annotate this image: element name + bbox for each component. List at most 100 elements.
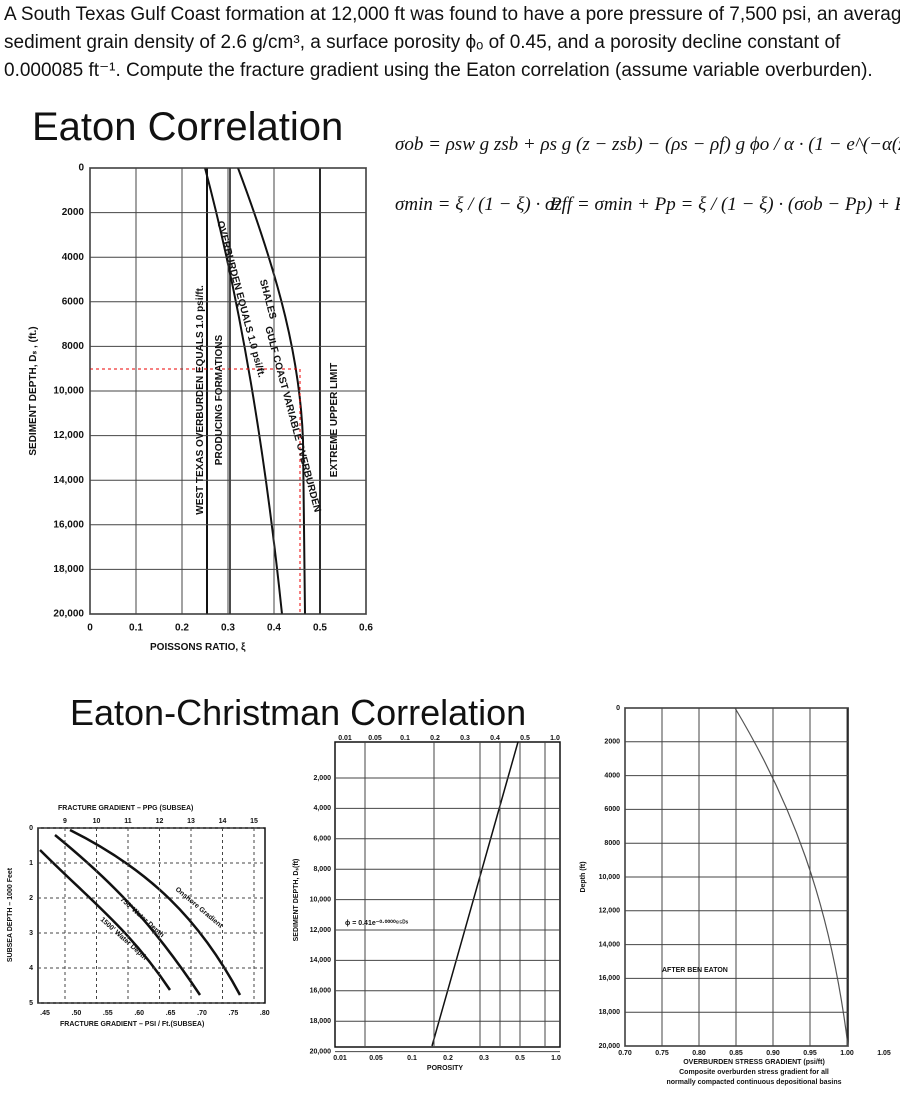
tick-label: 12 xyxy=(156,818,164,825)
tick-label: 14,000 xyxy=(310,957,332,964)
tick-label: .60 xyxy=(134,1010,144,1017)
tick-label: 1.00 xyxy=(840,1050,854,1057)
tick-label: 0.05 xyxy=(368,735,382,742)
tick-label: 0.5 xyxy=(520,735,530,742)
axis-title: FRACTURE GRADIENT – PSI / Ft.(SUBSEA) xyxy=(60,1021,204,1028)
section-title: Eaton Correlation xyxy=(32,105,343,149)
tick-label: 8000 xyxy=(62,341,85,352)
curve-label: PRODUCING FORMATIONS xyxy=(214,334,225,465)
tick-label: 5 xyxy=(29,1000,33,1007)
tick-label: 4000 xyxy=(62,252,85,263)
tick-label: .75 xyxy=(229,1010,239,1017)
plot-frame xyxy=(37,827,266,1004)
curve xyxy=(39,849,172,991)
tick-label: 2000 xyxy=(604,739,620,746)
problem-line: A South Texas Gulf Coast formation at 12… xyxy=(4,4,900,25)
plot-frame xyxy=(334,741,561,1048)
curve-label: SHALES xyxy=(257,278,278,320)
tick-label: 0.1 xyxy=(129,623,143,634)
tick-label: 12,000 xyxy=(310,927,332,934)
tick-label: 0.4 xyxy=(490,735,500,742)
curve xyxy=(204,167,283,615)
tick-label: 4 xyxy=(29,965,33,972)
tick-label: 0.95 xyxy=(803,1050,817,1057)
tick-label: 16,000 xyxy=(599,975,621,982)
tick-label: 2 xyxy=(29,895,33,902)
tick-label: 1.05 xyxy=(877,1050,891,1057)
tick-label: 0 xyxy=(616,705,620,712)
axis-title: POROSITY xyxy=(427,1065,464,1072)
axis-title: POISSONS RATIO, ξ xyxy=(150,642,246,653)
axis-title: OVERBURDEN STRESS GRADIENT (psi/ft) xyxy=(683,1059,825,1066)
tick-label: 13 xyxy=(187,818,195,825)
tick-label: 1.0 xyxy=(551,1055,561,1062)
tick-label: 4000 xyxy=(604,772,620,779)
tick-label: 0.80 xyxy=(692,1050,706,1057)
tick-label: 10,000 xyxy=(310,896,332,903)
tick-label: 4,000 xyxy=(313,805,331,812)
axis-title: SEDIMENT DEPTH, Dₛ , (ft.) xyxy=(28,326,39,455)
tick-label: 18,000 xyxy=(599,1009,621,1016)
tick-label: 8,000 xyxy=(313,866,331,873)
tick-label: 0.85 xyxy=(729,1050,743,1057)
tick-label: 16,000 xyxy=(53,519,84,530)
tick-label: 0.5 xyxy=(515,1055,525,1062)
tick-label: 0.75 xyxy=(655,1050,669,1057)
tick-label: .50 xyxy=(72,1010,82,1017)
tick-label: 18,000 xyxy=(310,1018,332,1025)
tick-label: 1 xyxy=(29,860,33,867)
tick-label: 0.90 xyxy=(766,1050,780,1057)
tick-label: 14 xyxy=(219,818,227,825)
equation: σmin = ξ / (1 − ξ) · σz xyxy=(395,194,562,215)
tick-label: 0 xyxy=(87,623,93,634)
trend-line xyxy=(431,741,519,1047)
axis-title: Depth (ft) xyxy=(580,861,587,892)
tick-label: 10,000 xyxy=(53,386,84,397)
tick-label: 10,000 xyxy=(599,874,621,881)
tick-label: 20,000 xyxy=(599,1043,621,1050)
tick-label: 15 xyxy=(250,818,258,825)
axis-title: FRACTURE GRADIENT – PPG (SUBSEA) xyxy=(58,805,193,812)
tick-label: 6,000 xyxy=(313,836,331,843)
curve-label: Onshore Gradient xyxy=(174,886,225,930)
curve xyxy=(734,707,849,1047)
curve-label: 1500' Water Depth xyxy=(99,916,148,961)
axis-title: SEDIMENT DEPTH, Dₛ(ft) xyxy=(293,859,300,942)
annotation: ϕ = 0.41e⁻⁰·⁰⁰⁰⁰⁸⁵ᴰˢ xyxy=(345,919,409,927)
tick-label: 18,000 xyxy=(53,564,84,575)
tick-label: 0.70 xyxy=(618,1050,632,1057)
tick-label: 0.2 xyxy=(175,623,189,634)
tick-label: 10 xyxy=(93,818,101,825)
tick-label: 0 xyxy=(78,163,84,174)
tick-label: 0.01 xyxy=(333,1055,347,1062)
curve-label: WEST TEXAS OVERBURDEN EQUALS 1.0 psi/ft. xyxy=(195,285,206,515)
tick-label: .55 xyxy=(103,1010,113,1017)
tick-label: 0.3 xyxy=(479,1055,489,1062)
tick-label: .80 xyxy=(260,1010,270,1017)
tick-label: 0.6 xyxy=(359,623,373,634)
tick-label: 1.0 xyxy=(550,735,560,742)
tick-label: 14,000 xyxy=(599,941,621,948)
tick-label: 0.1 xyxy=(400,735,410,742)
axis-title: normally compacted continuous deposition… xyxy=(666,1079,841,1086)
curve-label: EXTREME UPPER LIMIT xyxy=(329,363,340,477)
tick-label: 0.1 xyxy=(407,1055,417,1062)
tick-label: 3 xyxy=(29,930,33,937)
tick-label: 0 xyxy=(29,825,33,832)
tick-label: 2,000 xyxy=(313,775,331,782)
tick-label: 12,000 xyxy=(53,430,84,441)
tick-label: 16,000 xyxy=(310,988,332,995)
tick-label: 0.3 xyxy=(460,735,470,742)
tick-label: 12,000 xyxy=(599,908,621,915)
tick-label: 0.3 xyxy=(221,623,235,634)
tick-label: 6000 xyxy=(62,296,85,307)
tick-label: 11 xyxy=(124,818,132,825)
tick-label: 9 xyxy=(63,818,67,825)
tick-label: .70 xyxy=(197,1010,207,1017)
annotation: AFTER BEN EATON xyxy=(662,967,728,974)
tick-label: .45 xyxy=(40,1010,50,1017)
curve xyxy=(54,834,202,996)
tick-label: 20,000 xyxy=(53,609,84,620)
equation: σob = ρsw g zsb + ρs g (z − zsb) − (ρs −… xyxy=(395,134,900,155)
axis-title: Composite overburden stress gradient for… xyxy=(679,1069,829,1076)
